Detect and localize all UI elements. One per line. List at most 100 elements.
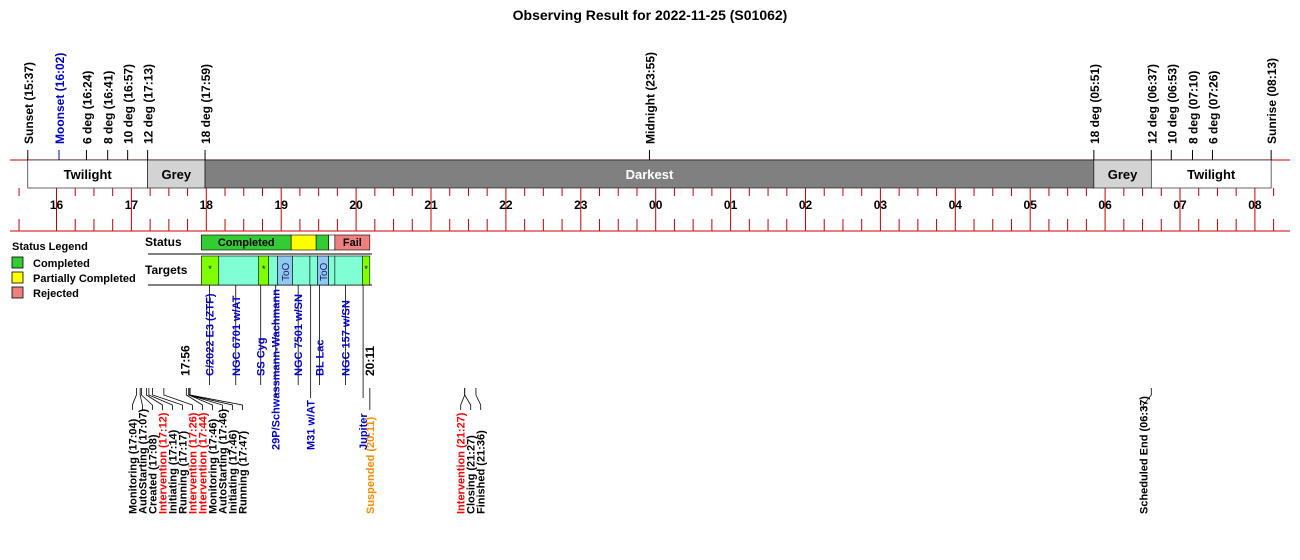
target-cell: [268, 255, 278, 286]
band-label: Twilight: [1187, 167, 1236, 182]
event-label: Sunset (15:37): [22, 62, 36, 144]
target-cell-marker: *: [364, 264, 368, 274]
log-event-leader: [163, 388, 193, 410]
axis-tick-label: 06: [1098, 198, 1112, 212]
log-event-leader: [139, 388, 143, 410]
log-event-label: Created (17:08): [147, 434, 159, 514]
event-label: Midnight (23:55): [643, 52, 657, 144]
window-time-label: 17:56: [178, 345, 192, 376]
band-label: Grey: [1108, 167, 1138, 182]
target-cell-label: ToO: [281, 262, 292, 281]
log-event-leader: [131, 388, 137, 410]
band-label: Grey: [162, 167, 192, 182]
log-event-label: AutoStarting (17:46): [217, 409, 229, 514]
axis-tick-label: 17: [125, 198, 139, 212]
log-event-leader: [188, 388, 233, 410]
window-time-label: 20:11: [363, 346, 377, 376]
target-cell: [309, 255, 318, 286]
log-event-leader: [189, 388, 243, 410]
band-label: Darkest: [626, 167, 674, 182]
event-label: Sunrise (08:13): [1265, 58, 1279, 144]
target-cell: [362, 255, 371, 286]
status-segment-rejected: [334, 234, 371, 251]
axis-tick-label: 04: [949, 198, 963, 212]
legend-swatch-partial: [11, 271, 24, 284]
log-event-label: Intervention (17:12): [157, 412, 169, 514]
band-darkest: [204, 159, 1095, 189]
log-event-label: Intervention (21:27): [456, 412, 468, 514]
axis-tick-label: 23: [574, 198, 588, 212]
log-event-label: Finished (21:36): [476, 430, 488, 514]
event-label: 10 deg (16:57): [122, 64, 136, 144]
log-event-leader: [148, 388, 173, 410]
axis-tick-label: 05: [1024, 198, 1038, 212]
band-white: [1150, 159, 1272, 189]
event-label: 6 deg (07:26): [1206, 71, 1220, 144]
log-event-leader: [1142, 388, 1152, 410]
legend-swatch-rejected: [11, 286, 24, 299]
status-segment-label: Completed: [218, 237, 275, 249]
target-cell-marker: *: [262, 264, 266, 274]
chart-title: Observing Result for 2022-11-25 (S01062): [513, 7, 788, 23]
log-event-leader: [464, 388, 472, 410]
log-event-leader: [185, 388, 203, 410]
target-name-label: BL Lac: [314, 340, 326, 376]
log-event-label: Suspended (20:11): [365, 416, 377, 514]
target-name-label: M31 w/AT: [306, 400, 318, 450]
status-segment-completed: [315, 234, 329, 251]
status-segment-partial: [290, 234, 317, 251]
event-label: 12 deg (06:37): [1145, 64, 1159, 144]
log-event-label: Running (17:47): [237, 431, 249, 514]
target-cell-label: ToO: [319, 262, 330, 281]
axis-tick-label: 21: [424, 198, 438, 212]
band-grey: [1093, 159, 1152, 189]
band-label: Twilight: [64, 167, 113, 182]
axis-tick-label: 20: [349, 198, 363, 212]
log-event-label: Closing (21:27): [466, 435, 478, 514]
target-name-label: NGC 6701 w/AT: [231, 295, 243, 376]
log-event-label: Intervention (17:44): [197, 412, 209, 514]
axis-tick-label: 22: [499, 198, 513, 212]
event-label: 12 deg (17:13): [142, 64, 156, 144]
axis-tick-label: 02: [799, 198, 813, 212]
legend-item-label: Completed: [33, 258, 90, 270]
axis-tick-label: 07: [1173, 198, 1187, 212]
status-segment-label: Fail: [343, 237, 362, 249]
target-name-label: 29P/Schwassmann-Wachmann: [271, 289, 283, 450]
log-event-leader: [140, 388, 153, 410]
legend-item-label: Rejected: [33, 288, 79, 300]
log-event-label: Monitoring (17:04): [127, 418, 139, 514]
legend-item-label: Partially Completed: [33, 273, 136, 285]
log-event-label: Initiating (17:14): [167, 429, 179, 514]
target-name-label: NGC 157 w/SN: [341, 300, 353, 376]
target-cell: [218, 255, 260, 286]
event-label: Moonset (16:02): [53, 53, 67, 144]
log-event-label: Initiating (17:46): [227, 429, 239, 514]
band-white: [27, 159, 148, 189]
status-segment-white: [328, 234, 336, 251]
target-name-label: NGC 7501 w/SN: [293, 294, 305, 376]
target-cell: [292, 255, 311, 286]
axis-tick-label: 00: [649, 198, 663, 212]
legend-title: Status Legend: [12, 241, 88, 253]
event-label: 8 deg (16:41): [102, 71, 116, 144]
log-event-label: Intervention (17:26): [187, 412, 199, 514]
event-label: 8 deg (07:10): [1186, 71, 1200, 144]
target-name-label: Jupiter: [358, 413, 370, 450]
target-name-label: C/2022 E3 (ZTF): [205, 293, 217, 376]
legend-swatch-completed: [11, 256, 24, 269]
status-row-label: Status: [145, 235, 182, 249]
log-event-leader: [475, 388, 482, 410]
log-event-leader: [460, 388, 466, 410]
axis-tick-label: 01: [724, 198, 738, 212]
target-cell-marker: *: [208, 264, 212, 274]
event-label: 18 deg (17:59): [199, 64, 213, 144]
log-event-label: Scheduled End (06:37): [1138, 396, 1150, 514]
targets-row-label: Targets: [145, 263, 188, 277]
axis-tick-label: 03: [874, 198, 888, 212]
event-label: 6 deg (16:24): [80, 71, 94, 144]
target-name-label: SS Cyg: [256, 337, 268, 376]
log-event-label: AutoStarting (17:07): [137, 409, 149, 514]
axis-tick-label: 19: [275, 198, 289, 212]
